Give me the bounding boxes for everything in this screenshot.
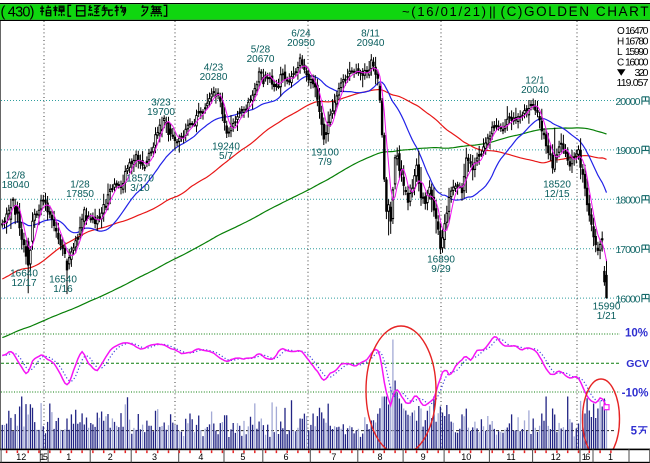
svg-text:16470: 16470 bbox=[625, 25, 649, 37]
svg-text:15990: 15990 bbox=[625, 46, 649, 58]
svg-text:17000: 17000 bbox=[616, 244, 641, 256]
svg-text:~(16/01/21): ~(16/01/21) bbox=[402, 4, 486, 19]
svg-text:12/1: 12/1 bbox=[525, 76, 545, 87]
svg-text:8/11: 8/11 bbox=[361, 29, 380, 40]
svg-text:16: 16 bbox=[582, 452, 591, 462]
svg-text:10: 10 bbox=[461, 452, 471, 462]
svg-text:16000: 16000 bbox=[625, 56, 649, 68]
svg-text:18000: 18000 bbox=[616, 195, 641, 207]
svg-text:7: 7 bbox=[331, 452, 336, 462]
svg-text:19240: 19240 bbox=[212, 142, 240, 153]
svg-text:7/9: 7/9 bbox=[318, 157, 332, 168]
svg-text:1: 1 bbox=[608, 452, 613, 462]
svg-text:16890: 16890 bbox=[427, 255, 455, 266]
svg-text:C: C bbox=[617, 57, 624, 68]
svg-text:3/23: 3/23 bbox=[151, 98, 171, 109]
svg-text:1/16: 1/16 bbox=[53, 284, 73, 295]
svg-text:19100: 19100 bbox=[311, 148, 339, 159]
svg-text:4/23: 4/23 bbox=[204, 63, 224, 74]
svg-text:5: 5 bbox=[240, 452, 245, 462]
svg-text:5/7: 5/7 bbox=[219, 151, 233, 162]
svg-text:17850: 17850 bbox=[66, 189, 94, 200]
svg-text:20040: 20040 bbox=[521, 85, 549, 96]
svg-text:10%: 10% bbox=[625, 328, 648, 340]
svg-text:12: 12 bbox=[551, 452, 561, 462]
svg-text:18040: 18040 bbox=[2, 180, 30, 191]
svg-text:5: 5 bbox=[631, 426, 638, 438]
svg-text:11: 11 bbox=[506, 452, 515, 462]
svg-text:8: 8 bbox=[377, 452, 382, 462]
svg-text:12/17: 12/17 bbox=[11, 278, 36, 289]
svg-text:(C)GOLDEN CHART: (C)GOLDEN CHART bbox=[501, 4, 649, 19]
svg-text:3/10: 3/10 bbox=[130, 183, 150, 194]
svg-text:20670: 20670 bbox=[247, 54, 275, 65]
svg-text:9/29: 9/29 bbox=[431, 264, 451, 275]
svg-text:15: 15 bbox=[39, 452, 48, 462]
svg-text:4: 4 bbox=[198, 452, 203, 462]
svg-text:( 430): ( 430) bbox=[1, 5, 35, 21]
svg-text:-10%: -10% bbox=[622, 388, 649, 400]
svg-text:1/21: 1/21 bbox=[597, 311, 617, 322]
svg-text:3: 3 bbox=[152, 452, 157, 462]
svg-text:16640: 16640 bbox=[10, 269, 38, 280]
svg-text:12: 12 bbox=[16, 452, 26, 462]
svg-text:1/28: 1/28 bbox=[70, 180, 90, 191]
svg-text:2: 2 bbox=[108, 452, 113, 462]
svg-text:119.057: 119.057 bbox=[617, 77, 649, 89]
svg-text:16540: 16540 bbox=[49, 275, 77, 286]
svg-text:20940: 20940 bbox=[357, 38, 385, 49]
svg-text:GCV: GCV bbox=[626, 358, 649, 370]
svg-text:320: 320 bbox=[635, 67, 649, 79]
svg-text:18520: 18520 bbox=[543, 180, 571, 191]
svg-text:20950: 20950 bbox=[287, 38, 315, 49]
svg-text:5/28: 5/28 bbox=[251, 45, 271, 56]
svg-text:9: 9 bbox=[421, 452, 426, 462]
svg-text:O: O bbox=[617, 26, 625, 37]
svg-text:||: || bbox=[489, 4, 496, 19]
svg-text:20000: 20000 bbox=[616, 96, 641, 108]
svg-text:19700: 19700 bbox=[147, 107, 175, 118]
svg-text:20280: 20280 bbox=[200, 72, 228, 83]
svg-text:H: H bbox=[617, 37, 624, 48]
svg-text:12/8: 12/8 bbox=[6, 171, 26, 182]
svg-text:18570: 18570 bbox=[126, 174, 154, 185]
svg-text:L: L bbox=[617, 47, 623, 58]
svg-text:16000: 16000 bbox=[616, 293, 641, 305]
svg-text:15990: 15990 bbox=[593, 302, 621, 313]
svg-text:6: 6 bbox=[283, 452, 288, 462]
svg-text:1: 1 bbox=[66, 452, 71, 462]
svg-text:6/24: 6/24 bbox=[291, 29, 311, 40]
svg-text:12/15: 12/15 bbox=[544, 189, 569, 200]
svg-text:19000: 19000 bbox=[616, 145, 641, 157]
svg-text:16780: 16780 bbox=[625, 36, 649, 48]
